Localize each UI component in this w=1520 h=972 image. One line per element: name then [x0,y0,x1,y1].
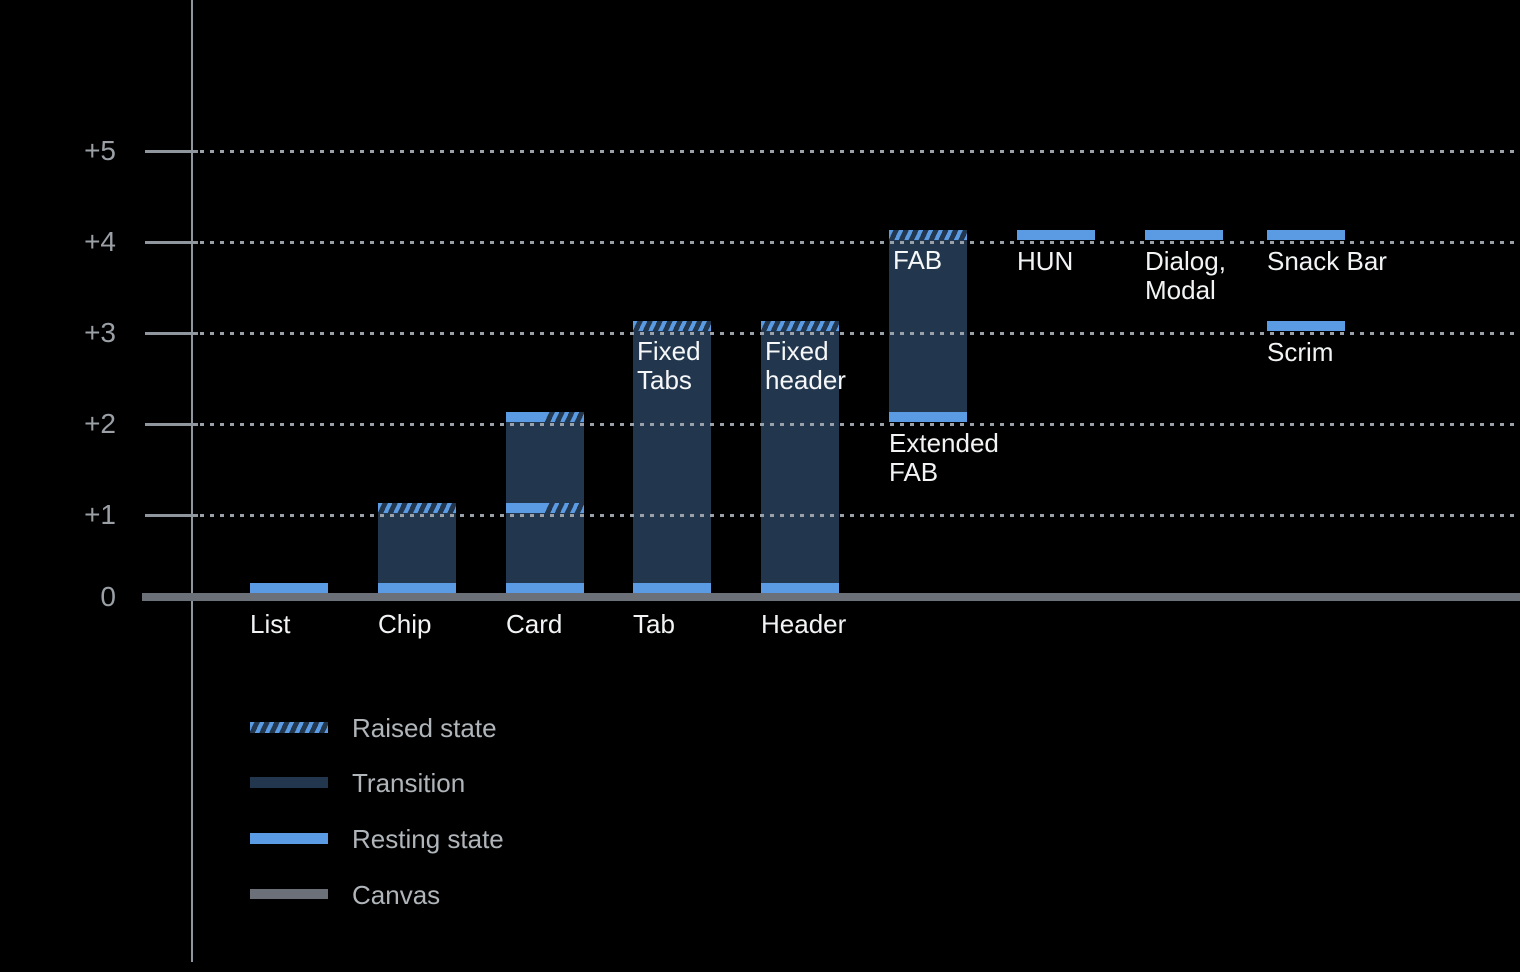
legend-label-canvas: Canvas [352,880,441,910]
resting-band [1017,230,1095,240]
axis-tick [145,514,198,517]
bar-label-line: Modal [1145,275,1216,305]
legend-swatch-canvas [250,889,328,899]
bar-inner-label: FAB [893,246,942,275]
resting-band [1267,321,1345,331]
bar-inner-label: Fixed header [765,337,846,395]
bar-label: Chip [378,610,431,639]
transition-segment [761,321,839,593]
bar-label-line: HUN [1017,246,1074,276]
axis-tick-label: +4 [84,226,116,257]
resting-band [889,412,967,422]
bar-label: Card [506,610,562,639]
bar-label: Extended FAB [889,429,999,487]
transition-segment [633,321,711,593]
bar-inner-label-line: Fixed [765,336,829,366]
transition-segment [378,503,456,593]
raised-half [545,412,584,422]
legend-label-transition: Transition [352,768,466,798]
y-axis-line [191,0,193,962]
axis-tick-label: +1 [84,499,116,530]
legend-swatch-resting [250,833,328,844]
bar-label-line: Tab [633,609,675,639]
gridline [200,423,1520,426]
bar-inner-label-line: Fixed [637,336,701,366]
resting-raised-band [506,503,584,513]
raised-half [545,503,584,513]
bar-label-line: Snack Bar [1267,246,1387,276]
transition-segment [889,230,967,422]
bar-label-line: Scrim [1267,337,1334,367]
resting-band [1267,230,1345,240]
bar-inner-label-line: FAB [893,245,943,275]
axis-tick-label: +2 [84,408,116,439]
bar-label: Snack Bar [1267,247,1387,276]
legend-label-raised: Raised state [352,713,497,743]
axis-tick-label: +5 [84,135,116,166]
axis-tick [145,423,198,426]
gridline [200,150,1520,153]
bar-inner-label: Fixed Tabs [637,337,701,395]
gridline [200,514,1520,517]
resting-band [761,583,839,593]
resting-band [506,583,584,593]
bar-label: Header [761,610,846,639]
resting-half [506,503,545,513]
resting-band [378,583,456,593]
raised-band [761,321,839,331]
bar-inner-label-line: Tabs [637,365,692,395]
bar-label-line: Chip [378,609,432,639]
axis-tick-label: +3 [84,317,116,348]
bar-label-line: Extended [889,428,999,458]
raised-band [889,230,967,240]
raised-band [633,321,711,331]
gridline [200,332,1520,335]
raised-band [378,503,456,513]
bar-label: HUN [1017,247,1073,276]
resting-half [506,412,545,422]
bar-label: Scrim [1267,338,1333,367]
bar-label: Dialog, Modal [1145,247,1226,305]
resting-band [250,583,328,593]
bar-label-line: List [250,609,291,639]
axis-tick [145,150,198,153]
legend-swatch-transition [250,777,328,788]
transition-segment [506,412,584,593]
bar-label-line: Dialog, [1145,246,1226,276]
axis-tick-label: 0 [100,581,116,612]
resting-raised-band [506,412,584,422]
axis-tick [145,241,198,244]
canvas-baseline [142,593,1520,601]
resting-band [1145,230,1223,240]
gridline [200,241,1520,244]
legend-swatch-raised [250,722,328,733]
legend-label-resting: Resting state [352,824,504,854]
axis-tick [145,332,198,335]
bar-inner-label-line: header [765,365,846,395]
bar-label: Tab [633,610,675,639]
bar-label-line: FAB [889,457,939,487]
bar-label: List [250,610,290,639]
bar-label-line: Card [506,609,563,639]
resting-band [633,583,711,593]
bar-label-line: Header [761,609,847,639]
